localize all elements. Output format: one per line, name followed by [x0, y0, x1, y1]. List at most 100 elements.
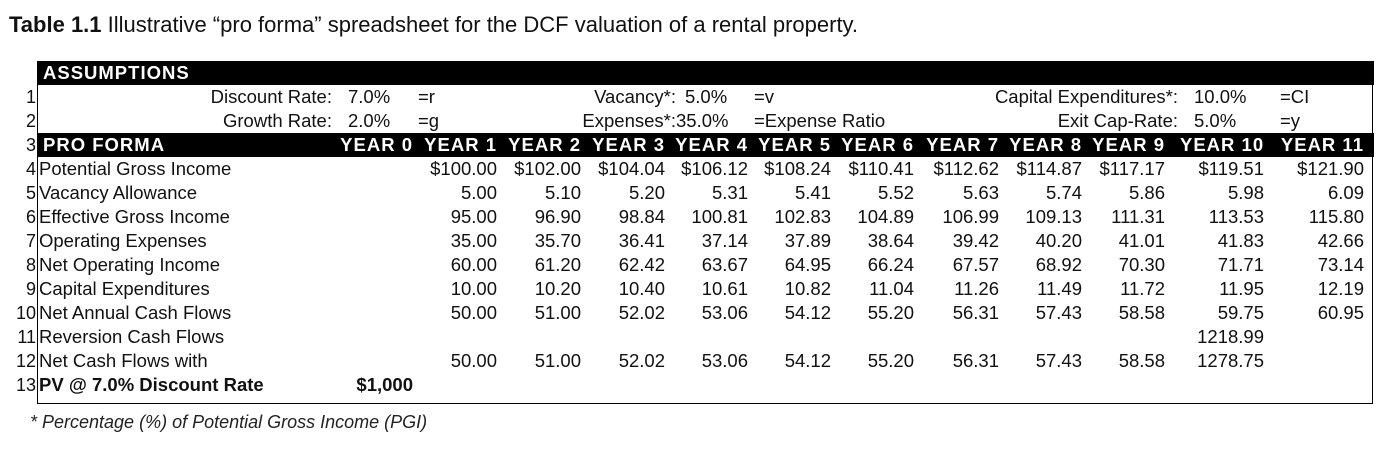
table-cell[interactable]: 57.43 — [1035, 350, 1082, 371]
table-cell[interactable]: 68.92 — [1035, 254, 1082, 275]
table-cell[interactable]: 11.04 — [869, 278, 914, 299]
table-cell[interactable]: 61.20 — [534, 254, 581, 275]
table-cell[interactable]: 11.49 — [1037, 278, 1082, 299]
table-cell[interactable]: 10.82 — [784, 278, 831, 299]
table-row: 5 Vacancy Allowance 5.00 5.10 5.20 5.31 5.41 5.… — [14, 181, 1374, 205]
exit-cap-rate-value[interactable]: 5.0% — [1194, 110, 1237, 131]
table-cell[interactable]: 58.58 — [1118, 350, 1165, 371]
table-cell[interactable]: 6.09 — [1327, 182, 1364, 203]
table-cell[interactable]: 37.14 — [701, 230, 748, 251]
table-cell[interactable]: 5.86 — [1128, 182, 1165, 203]
table-cell[interactable]: $121.90 — [1297, 158, 1364, 179]
table-cell[interactable]: 54.12 — [784, 350, 831, 371]
table-cell[interactable]: 40.20 — [1035, 230, 1082, 251]
table-cell[interactable]: 51.00 — [534, 350, 581, 371]
table-cell[interactable]: 96.90 — [534, 206, 581, 227]
table-cell[interactable]: 5.20 — [628, 182, 665, 203]
table-cell[interactable]: 5.31 — [711, 182, 748, 203]
table-cell[interactable]: 57.43 — [1035, 302, 1082, 323]
table-cell[interactable]: 37.89 — [784, 230, 831, 251]
table-cell[interactable]: 106.99 — [942, 206, 999, 227]
table-cell[interactable]: 39.42 — [952, 230, 999, 251]
table-cell[interactable]: $108.24 — [764, 158, 831, 179]
capex-value[interactable]: 10.0% — [1194, 86, 1247, 107]
table-cell[interactable]: 66.24 — [867, 254, 914, 275]
proforma-header-bar: PRO FORMA YEAR 0 YEAR 1 YEAR 2 YEAR 3 YEAR 4… — [37, 133, 1374, 157]
table-cell[interactable]: $1,000 — [356, 374, 413, 395]
table-cell[interactable]: 12.19 — [1317, 278, 1364, 299]
table-cell[interactable]: 55.20 — [867, 302, 914, 323]
table-cell[interactable]: 5.41 — [794, 182, 831, 203]
table-cell[interactable]: 58.58 — [1118, 302, 1165, 323]
table-cell[interactable]: 113.53 — [1208, 206, 1264, 227]
year-header: YEAR 3 — [592, 134, 665, 155]
vacancy-value[interactable]: 5.0% — [685, 86, 728, 107]
table-cell[interactable]: 35.70 — [534, 230, 581, 251]
table-cell[interactable]: $114.87 — [1016, 158, 1083, 179]
table-cell[interactable]: 10.20 — [534, 278, 581, 299]
table-cell[interactable]: 100.81 — [691, 206, 748, 227]
expenses-value[interactable]: 35.0% — [676, 110, 729, 131]
table-cell[interactable]: 5.74 — [1045, 182, 1082, 203]
table-cell[interactable]: 64.95 — [784, 254, 831, 275]
table-cell[interactable]: 102.83 — [774, 206, 831, 227]
table-cell[interactable]: 10.40 — [618, 278, 665, 299]
table-cell[interactable]: 111.31 — [1111, 206, 1165, 227]
table-cell[interactable]: 53.06 — [701, 350, 748, 371]
year-header: YEAR 8 — [1009, 134, 1082, 155]
table-cell[interactable]: 59.75 — [1217, 302, 1264, 323]
table-cell[interactable]: 5.10 — [544, 182, 581, 203]
table-cell[interactable]: 10.61 — [701, 278, 748, 299]
discount-rate-value[interactable]: 7.0% — [348, 86, 391, 107]
table-cell[interactable]: 104.89 — [857, 206, 914, 227]
table-cell[interactable]: 1218.99 — [1197, 326, 1264, 347]
table-cell[interactable]: $102.00 — [514, 158, 581, 179]
table-cell[interactable]: 60.95 — [1317, 302, 1364, 323]
table-cell[interactable]: 63.67 — [701, 254, 748, 275]
table-cell[interactable]: 53.06 — [701, 302, 748, 323]
table-cell[interactable]: 35.00 — [450, 230, 497, 251]
table-cell[interactable]: $106.12 — [681, 158, 748, 179]
table-cell[interactable]: 54.12 — [784, 302, 831, 323]
table-cell[interactable]: $104.04 — [598, 158, 665, 179]
table-cell[interactable]: 1278.75 — [1197, 350, 1264, 371]
table-cell[interactable]: 10.00 — [450, 278, 497, 299]
table-cell[interactable]: 95.00 — [450, 206, 497, 227]
table-cell[interactable]: $112.62 — [933, 158, 1000, 179]
table-cell[interactable]: 11.72 — [1120, 278, 1165, 299]
table-cell[interactable]: 109.13 — [1025, 206, 1082, 227]
table-cell[interactable]: 5.00 — [460, 182, 497, 203]
table-cell[interactable]: 41.83 — [1217, 230, 1264, 251]
table-cell[interactable]: 55.20 — [867, 350, 914, 371]
table-cell[interactable]: 52.02 — [618, 302, 665, 323]
table-cell[interactable]: 41.01 — [1118, 230, 1165, 251]
table-cell[interactable]: 38.64 — [867, 230, 914, 251]
table-cell[interactable]: 60.00 — [450, 254, 497, 275]
table-cell[interactable]: 73.14 — [1317, 254, 1364, 275]
table-cell[interactable]: $117.17 — [1099, 158, 1166, 179]
table-cell[interactable]: 71.71 — [1217, 254, 1264, 275]
table-cell[interactable]: 51.00 — [534, 302, 581, 323]
table-cell[interactable]: 11.95 — [1219, 278, 1264, 299]
table-cell[interactable]: 115.80 — [1308, 206, 1364, 227]
growth-rate-value[interactable]: 2.0% — [348, 110, 391, 131]
table-cell[interactable]: $119.51 — [1198, 158, 1265, 179]
table-row: 11 Reversion Cash Flows 1218.99 — [14, 325, 1374, 349]
table-cell[interactable]: 52.02 — [618, 350, 665, 371]
table-cell[interactable]: 11.26 — [954, 278, 999, 299]
table-cell[interactable]: 5.52 — [877, 182, 914, 203]
table-cell[interactable]: 36.41 — [618, 230, 665, 251]
table-cell[interactable]: 5.63 — [962, 182, 999, 203]
table-cell[interactable]: 98.84 — [618, 206, 665, 227]
table-cell[interactable]: $100.00 — [430, 158, 497, 179]
table-cell[interactable]: $110.41 — [848, 158, 915, 179]
table-cell[interactable]: 50.00 — [450, 350, 497, 371]
table-cell[interactable]: 56.31 — [952, 302, 999, 323]
table-cell[interactable]: 50.00 — [450, 302, 497, 323]
table-cell[interactable]: 56.31 — [952, 350, 999, 371]
table-cell[interactable]: 62.42 — [618, 254, 665, 275]
table-cell[interactable]: 42.66 — [1317, 230, 1364, 251]
table-cell[interactable]: 67.57 — [952, 254, 999, 275]
table-cell[interactable]: 70.30 — [1118, 254, 1165, 275]
table-cell[interactable]: 5.98 — [1227, 182, 1264, 203]
